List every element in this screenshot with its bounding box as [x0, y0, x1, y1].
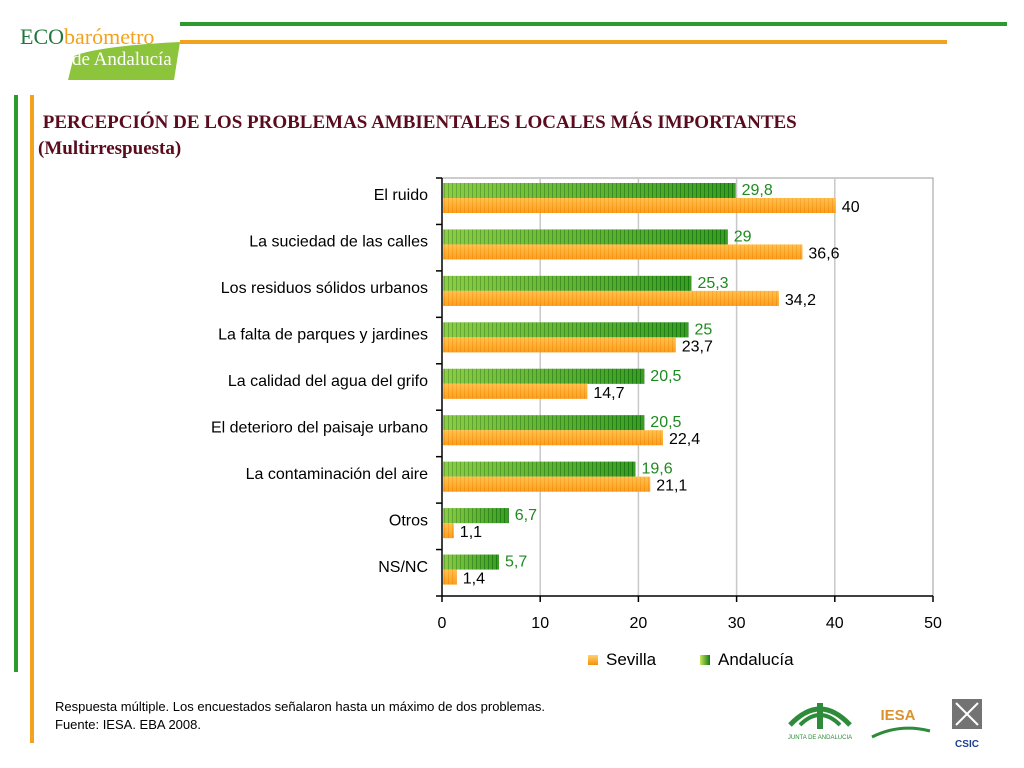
csic-logo-text: CSIC [955, 739, 979, 750]
x-tick-label: 50 [924, 615, 942, 632]
bar-sevilla-texture [443, 569, 457, 585]
data-label-sevilla: 22,4 [669, 431, 700, 448]
footer-logos: JUNTA DE ANDALUCIA IESA CSIC [788, 699, 982, 750]
bar-andalucia-texture [443, 415, 645, 431]
data-label-andalucia: 6,7 [515, 507, 537, 524]
bar-andalucia-texture [443, 554, 499, 570]
category-label: Los residuos sólidos urbanos [221, 280, 428, 297]
bar-sevilla-texture [443, 430, 663, 446]
category-label: La falta de parques y jardines [218, 327, 428, 344]
title-line1: PERCEPCIÓN DE LOS PROBLEMAS AMBIENTALES … [38, 112, 797, 133]
side-orange-rule [30, 95, 34, 743]
data-label-andalucia: 29,8 [742, 182, 773, 199]
footnote: Respuesta múltiple. Los encuestados seña… [55, 698, 545, 734]
data-label-andalucia: 5,7 [505, 554, 527, 571]
bar-andalucia-texture [443, 275, 692, 291]
page-title: PERCEPCIÓN DE LOS PROBLEMAS AMBIENTALES … [38, 110, 797, 162]
data-label-andalucia: 29 [734, 228, 752, 245]
bar-andalucia-texture [443, 461, 636, 477]
data-label-andalucia: 20,5 [650, 414, 681, 431]
category-label: Otros [389, 512, 428, 529]
data-label-sevilla: 21,1 [656, 478, 687, 495]
title-line2: (Multirrespuesta) [38, 138, 182, 159]
legend-swatch-sevilla [588, 655, 598, 665]
bar-sevilla-texture [443, 523, 454, 539]
data-label-andalucia: 25,3 [697, 275, 728, 292]
bar-sevilla-texture [443, 244, 803, 260]
bar-andalucia-texture [443, 183, 736, 198]
footnote-source: Fuente: IESA. EBA 2008. [55, 717, 201, 732]
category-label: La contaminación del aire [246, 466, 428, 483]
bar-sevilla-texture [443, 198, 836, 213]
iesa-logo: IESA [871, 707, 931, 739]
footnote-line1: Respuesta múltiple. Los encuestados seña… [55, 699, 545, 714]
bar-sevilla-texture [443, 476, 651, 492]
bar-andalucia-texture [443, 229, 728, 245]
data-label-sevilla: 40 [842, 199, 860, 216]
iesa-logo-text: IESA [880, 707, 915, 724]
data-label-sevilla: 36,6 [808, 245, 839, 262]
side-green-rule [14, 95, 18, 672]
header-orange-rule [180, 40, 947, 44]
x-tick-label: 10 [531, 615, 549, 632]
junta-andalucia-logo: JUNTA DE ANDALUCIA [788, 703, 852, 741]
logo-line1: ECObarómetro [20, 24, 154, 50]
data-label-sevilla: 1,4 [463, 571, 485, 588]
legend-label-sevilla: Sevilla [606, 650, 657, 669]
data-label-andalucia: 20,5 [650, 368, 681, 385]
category-label: El ruido [374, 187, 428, 204]
csic-logo: CSIC [952, 699, 982, 750]
bar-andalucia-texture [443, 508, 509, 524]
x-tick-label: 30 [728, 615, 746, 632]
bar-sevilla-texture [443, 337, 676, 353]
bar-chart: 0 10 20 30 40 50 El ruido 29,8 40 La suciedad de … [211, 177, 942, 669]
logo-barometro-text: barómetro [64, 24, 155, 49]
data-label-sevilla: 14,7 [593, 385, 624, 402]
category-label: El deterioro del paisaje urbano [211, 419, 428, 436]
category-label: La suciedad de las calles [249, 234, 428, 251]
legend-label-andalucia: Andalucía [718, 650, 794, 669]
x-tick-label: 40 [826, 615, 844, 632]
bar-sevilla-texture [443, 383, 588, 399]
bar-sevilla-texture [443, 290, 779, 306]
data-label-sevilla: 1,1 [460, 524, 482, 541]
data-label-sevilla: 23,7 [682, 338, 713, 355]
category-label: La calidad del agua del grifo [228, 373, 428, 390]
x-tick-label: 20 [630, 615, 648, 632]
logo-eco-text: ECO [20, 24, 64, 49]
bar-andalucia-texture [443, 322, 689, 338]
ecobarometro-logo: ECObarómetro de Andalucía [18, 24, 180, 82]
logo-leaf-icon [68, 42, 180, 80]
category-label: NS/NC [378, 559, 428, 576]
legend-swatch-andalucia [700, 655, 710, 665]
bar-andalucia-texture [443, 368, 645, 384]
data-label-sevilla: 34,2 [785, 292, 816, 309]
x-tick-label: 0 [438, 615, 447, 632]
data-label-andalucia: 25 [695, 321, 713, 338]
logo-line2: de Andalucía [72, 49, 172, 70]
header-green-rule [180, 22, 1007, 26]
data-label-andalucia: 19,6 [641, 461, 672, 478]
junta-logo-text: JUNTA DE ANDALUCIA [788, 735, 852, 741]
